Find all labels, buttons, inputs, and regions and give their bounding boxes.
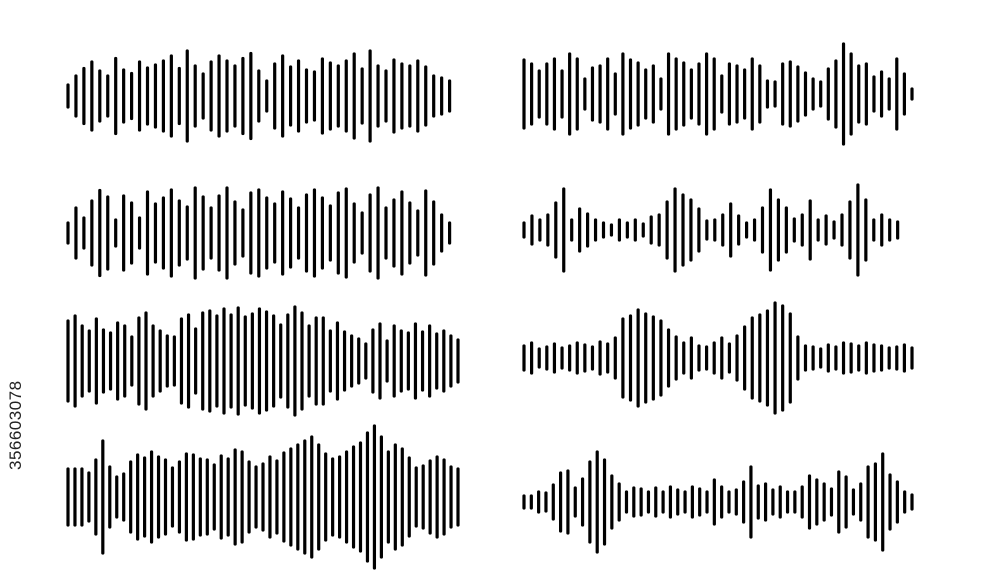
waveform-left-1 — [68, 51, 450, 141]
waveform-left-3 — [68, 307, 458, 415]
waveform-right-2 — [524, 185, 898, 275]
waveform-right-4 — [524, 452, 912, 552]
image-id-watermark: 356603078 — [6, 380, 26, 470]
waveform-right-3 — [524, 303, 912, 413]
waveform-left-2 — [68, 188, 450, 278]
waveform-right-1 — [524, 44, 912, 144]
waveform-left-4 — [68, 426, 458, 568]
